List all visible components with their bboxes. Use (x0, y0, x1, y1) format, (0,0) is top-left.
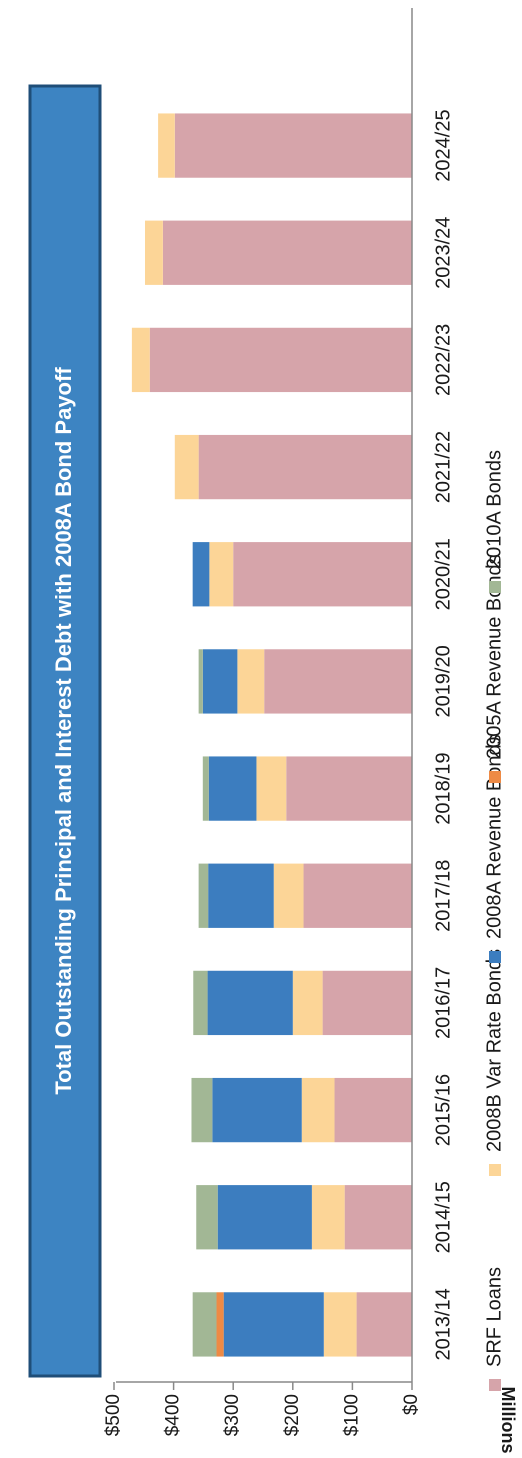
bar-segment (237, 649, 265, 714)
legend-swatch (489, 951, 501, 963)
bar-segment (292, 970, 323, 1036)
bar-segment (212, 1077, 302, 1143)
chart-title: Total Outstanding Principal and Interest… (51, 367, 76, 1095)
legend-label: 2008B Var Rate Bonds (483, 949, 505, 1152)
bar-segment (208, 756, 257, 821)
bar-segment (198, 649, 203, 714)
bar-segment (174, 434, 199, 500)
chart-title-background (28, 84, 102, 1378)
category-label: 2018/19 (432, 752, 454, 824)
bar-segment (311, 1185, 345, 1250)
bar-segment (223, 1292, 324, 1357)
bar-segment (303, 863, 412, 928)
bar-segment (256, 756, 287, 821)
bar-segment (217, 1185, 312, 1250)
bar-segment (264, 649, 412, 714)
bar-segment (344, 1185, 412, 1250)
category-label: 2019/20 (432, 645, 454, 717)
bar-segment (216, 1292, 224, 1357)
bar-segment (192, 1292, 217, 1357)
bar-segment (334, 1077, 412, 1143)
legend-swatch (489, 771, 501, 783)
legend-label: 2010A Bonds (483, 450, 505, 569)
value-ticks: $0 $100 $200 $300 $400 $500 (103, 1382, 422, 1436)
bar-segment (149, 327, 412, 393)
category-label: 2017/18 (432, 860, 454, 932)
legend-label: 2008A Revenue Bonds (483, 734, 505, 939)
bar-segment (144, 220, 163, 285)
legend-swatch (489, 581, 501, 593)
value-tick-label: $400 (163, 1394, 184, 1436)
legend-swatch (489, 1164, 501, 1176)
bar-segment (192, 542, 210, 607)
bar-segment (273, 863, 304, 928)
bar-segment (162, 220, 412, 285)
category-label: 2023/24 (432, 217, 454, 289)
value-axis-title: Millions (498, 1387, 518, 1454)
bar-segment (196, 1185, 218, 1250)
category-label: 2020/21 (432, 538, 454, 610)
bar-segment (286, 756, 412, 821)
bar-segment (131, 327, 150, 393)
category-label: 2015/16 (432, 1074, 454, 1146)
legend: SRF Loans 2008B Var Rate Bonds 2008A Reven… (483, 450, 505, 1391)
category-label: 2022/23 (432, 324, 454, 396)
value-tick-label: $100 (341, 1394, 362, 1436)
legend-label: SRF Loans (483, 1267, 505, 1367)
bar-segment (198, 434, 412, 500)
bar-segment (207, 970, 293, 1036)
bar-segment (202, 756, 209, 821)
value-axis (116, 8, 413, 1383)
value-tick-label: $200 (282, 1394, 303, 1436)
category-label: 2014/15 (432, 1181, 454, 1253)
bar-segment (323, 1292, 357, 1357)
bar-segment (174, 113, 412, 178)
category-label: 2013/14 (432, 1288, 454, 1360)
category-label: 2024/25 (432, 109, 454, 181)
legend-label: 2005A Revenue Bonds (483, 554, 505, 759)
value-tick-label: $500 (103, 1394, 124, 1436)
bar-segment (322, 970, 412, 1036)
bars-group (131, 113, 412, 1357)
bar-segment (202, 649, 238, 714)
plot-area: Total Outstanding Principal and Interest… (28, 8, 518, 1454)
bar-segment (356, 1292, 412, 1357)
value-tick-label: $0 (401, 1394, 422, 1415)
bar-segment (233, 542, 412, 607)
bar-segment (208, 863, 274, 928)
bar-segment (198, 863, 209, 928)
value-tick-label: $300 (222, 1394, 243, 1436)
category-labels: 2013/14 2014/15 2015/16 2016/17 2017/18 2018/… (432, 109, 454, 1360)
category-label: 2016/17 (432, 967, 454, 1039)
bar-segment (191, 1077, 213, 1143)
bar-segment (209, 542, 234, 607)
bar-segment (158, 113, 175, 178)
chart-title-box: Total Outstanding Principal and Interest… (28, 84, 102, 1378)
category-label: 2021/22 (432, 431, 454, 503)
bar-segment (193, 970, 208, 1036)
bar-segment (301, 1077, 335, 1143)
legend-swatch (489, 1379, 501, 1391)
